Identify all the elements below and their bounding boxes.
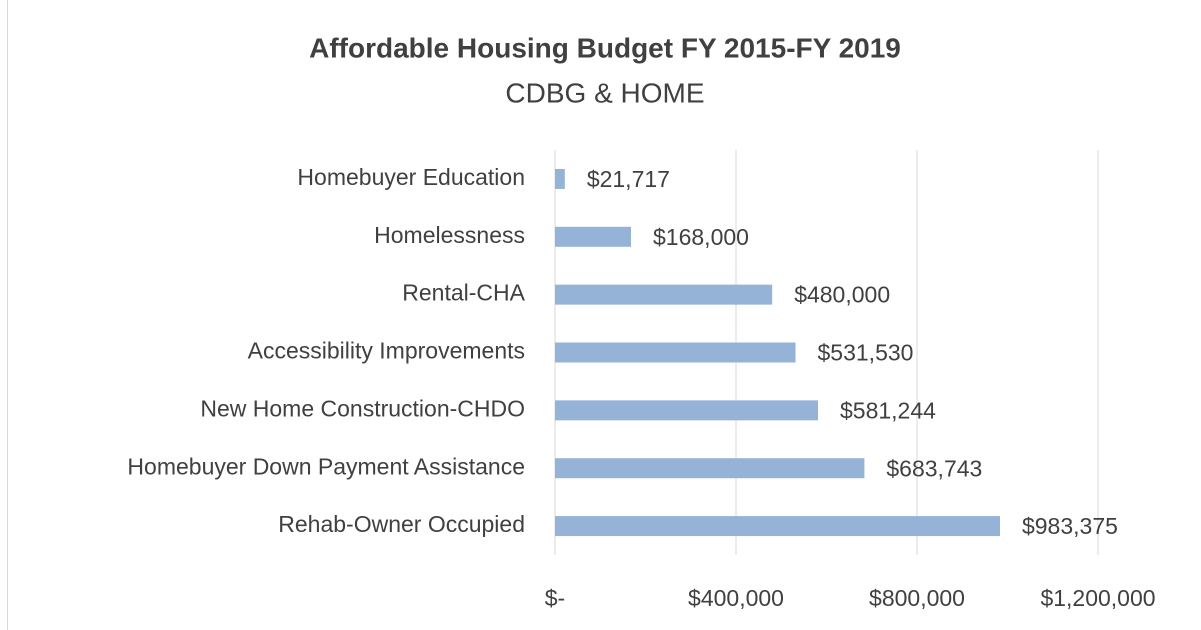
bar [555,226,632,247]
bar [555,284,773,305]
x-tick-label: $- [545,585,565,611]
y-tick-label: New Home Construction-CHDO [200,395,525,421]
y-tick-label: Homelessness [374,222,525,248]
data-label: $168,000 [653,224,749,250]
data-label: $531,530 [818,340,914,366]
x-tick-label: $400,000 [688,585,784,611]
chart-border [7,0,8,630]
y-tick-label: Rental-CHA [402,280,525,306]
chart-subtitle: CDBG & HOME [505,77,704,108]
bar [555,342,796,363]
data-label: $683,743 [886,455,982,481]
x-tick-label: $1,200,000 [1040,585,1155,611]
data-label: $983,375 [1022,513,1118,539]
x-tick-label: $800,000 [869,585,965,611]
bar [555,458,865,479]
data-label: $480,000 [794,282,890,308]
y-tick-label: Rehab-Owner Occupied [278,511,525,537]
bar [555,168,565,189]
data-label: $21,717 [587,166,670,192]
y-tick-label: Homebuyer Down Payment Assistance [127,453,525,479]
chart-title: Affordable Housing Budget FY 2015-FY 201… [309,32,901,63]
y-tick-label: Homebuyer Education [297,164,525,190]
y-tick-label: Accessibility Improvements [248,338,525,364]
bar [555,516,1000,537]
bar [555,400,819,421]
data-label: $581,244 [840,397,936,423]
